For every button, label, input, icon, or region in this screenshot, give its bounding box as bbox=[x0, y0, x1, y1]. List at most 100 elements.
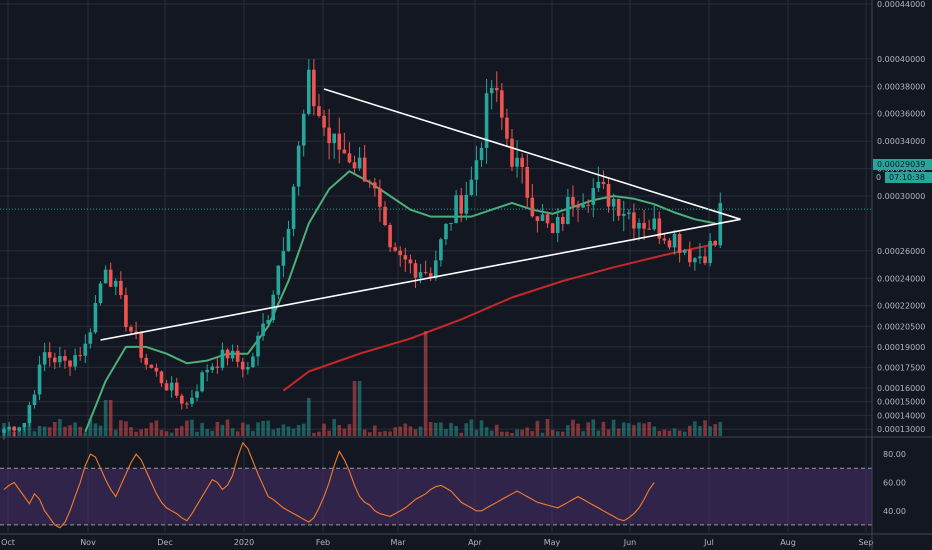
time-tick-label: Mar bbox=[390, 538, 406, 547]
volume-bar bbox=[276, 428, 281, 436]
price-tick-label: 0.00044000 bbox=[877, 0, 925, 9]
candle-body bbox=[708, 240, 712, 264]
candle-body bbox=[667, 240, 672, 248]
candle-body bbox=[606, 184, 611, 207]
volume-bar bbox=[571, 419, 575, 436]
volume-bar bbox=[362, 429, 367, 436]
candle-body bbox=[88, 332, 93, 344]
volume-bar bbox=[566, 425, 570, 436]
volume-bar bbox=[98, 425, 103, 436]
candle-body bbox=[682, 249, 687, 253]
ma-slow-line bbox=[282, 243, 716, 392]
volume-bar bbox=[449, 422, 453, 436]
volume-bar bbox=[195, 431, 199, 436]
volume-bar bbox=[555, 431, 560, 436]
volume-bar bbox=[713, 424, 717, 436]
volume-bar bbox=[256, 422, 260, 436]
candle-body bbox=[672, 233, 677, 248]
candle-body bbox=[434, 260, 438, 279]
candle-body bbox=[484, 93, 489, 148]
candle-body bbox=[550, 223, 555, 233]
candle-body bbox=[251, 356, 255, 368]
volume-bar bbox=[632, 425, 636, 436]
candle-body bbox=[373, 182, 377, 189]
volume-bar bbox=[134, 431, 138, 436]
candle-body bbox=[474, 160, 479, 180]
candle-body bbox=[185, 403, 189, 405]
candle-body bbox=[413, 263, 418, 278]
volume-bar bbox=[494, 424, 499, 436]
volume-bar bbox=[439, 422, 443, 436]
volume-bar bbox=[347, 424, 352, 436]
candle-body bbox=[210, 366, 215, 370]
candle-body bbox=[266, 320, 270, 324]
trendline[interactable] bbox=[100, 218, 741, 341]
candle-body bbox=[611, 198, 616, 207]
candle-body bbox=[83, 343, 88, 356]
volume-bar bbox=[266, 420, 270, 436]
volume-bar bbox=[342, 428, 347, 436]
trendline[interactable] bbox=[323, 88, 741, 221]
volume-bar bbox=[672, 428, 677, 436]
candle-body bbox=[42, 352, 47, 365]
volume-bar bbox=[428, 422, 433, 436]
time-tick-label: Feb bbox=[316, 538, 330, 547]
volume-bar bbox=[535, 420, 540, 436]
volume-bar bbox=[301, 423, 306, 436]
candle-body bbox=[312, 69, 316, 107]
candle-body bbox=[144, 357, 149, 365]
candle-body bbox=[698, 256, 702, 259]
rsi-tick-label: 40.00 bbox=[883, 507, 906, 516]
volume-bar bbox=[489, 430, 494, 436]
volume-bar bbox=[378, 431, 382, 436]
volume-bar bbox=[606, 429, 611, 436]
volume-bar bbox=[63, 426, 67, 436]
candle-body bbox=[388, 225, 392, 248]
volume-bar bbox=[581, 431, 585, 436]
candle-body bbox=[449, 222, 453, 225]
volume-bar bbox=[637, 422, 641, 436]
price-tick-label: 0.00017500 bbox=[877, 363, 925, 372]
volume-bar bbox=[464, 423, 469, 436]
candle-body bbox=[22, 423, 27, 428]
volume-bar bbox=[281, 424, 286, 436]
candle-body bbox=[566, 197, 570, 224]
volume-bar bbox=[200, 422, 204, 436]
volume-bar bbox=[246, 424, 250, 436]
candle-body bbox=[439, 239, 443, 261]
countdown-label: 07:10:38 bbox=[889, 173, 925, 182]
volume-bar bbox=[484, 427, 489, 436]
candle-body bbox=[545, 214, 550, 224]
candle-body bbox=[296, 145, 301, 187]
volume-bar bbox=[83, 432, 88, 436]
volume-bar bbox=[149, 422, 154, 436]
candle-body bbox=[479, 147, 484, 161]
volume-bar bbox=[88, 419, 93, 436]
candle-body bbox=[164, 383, 169, 391]
volume-bar bbox=[627, 423, 631, 436]
volume-bar bbox=[235, 431, 240, 436]
volume-bar bbox=[505, 431, 509, 436]
candle-body bbox=[688, 249, 692, 263]
candle-body bbox=[124, 295, 128, 328]
candle-body bbox=[459, 195, 463, 214]
candle-body bbox=[555, 217, 560, 233]
volume-bar bbox=[703, 420, 707, 436]
candle-body bbox=[408, 259, 413, 264]
rsi-tick-label: 60.00 bbox=[883, 478, 906, 487]
candle-body bbox=[2, 429, 6, 433]
candle-body bbox=[327, 127, 331, 144]
time-tick-label: Jul bbox=[703, 538, 714, 547]
ma-slow bbox=[282, 243, 716, 392]
time-tick-label: Apr bbox=[468, 538, 483, 547]
candle-body bbox=[367, 181, 372, 183]
candle-body bbox=[78, 355, 82, 357]
volume-bar bbox=[688, 425, 692, 436]
volume-bar bbox=[474, 429, 479, 436]
candle-body bbox=[256, 335, 260, 357]
candle-body bbox=[103, 269, 108, 284]
volume-bar bbox=[657, 430, 662, 436]
volume-bar bbox=[667, 430, 672, 436]
time-tick-label: Sep bbox=[858, 538, 873, 547]
